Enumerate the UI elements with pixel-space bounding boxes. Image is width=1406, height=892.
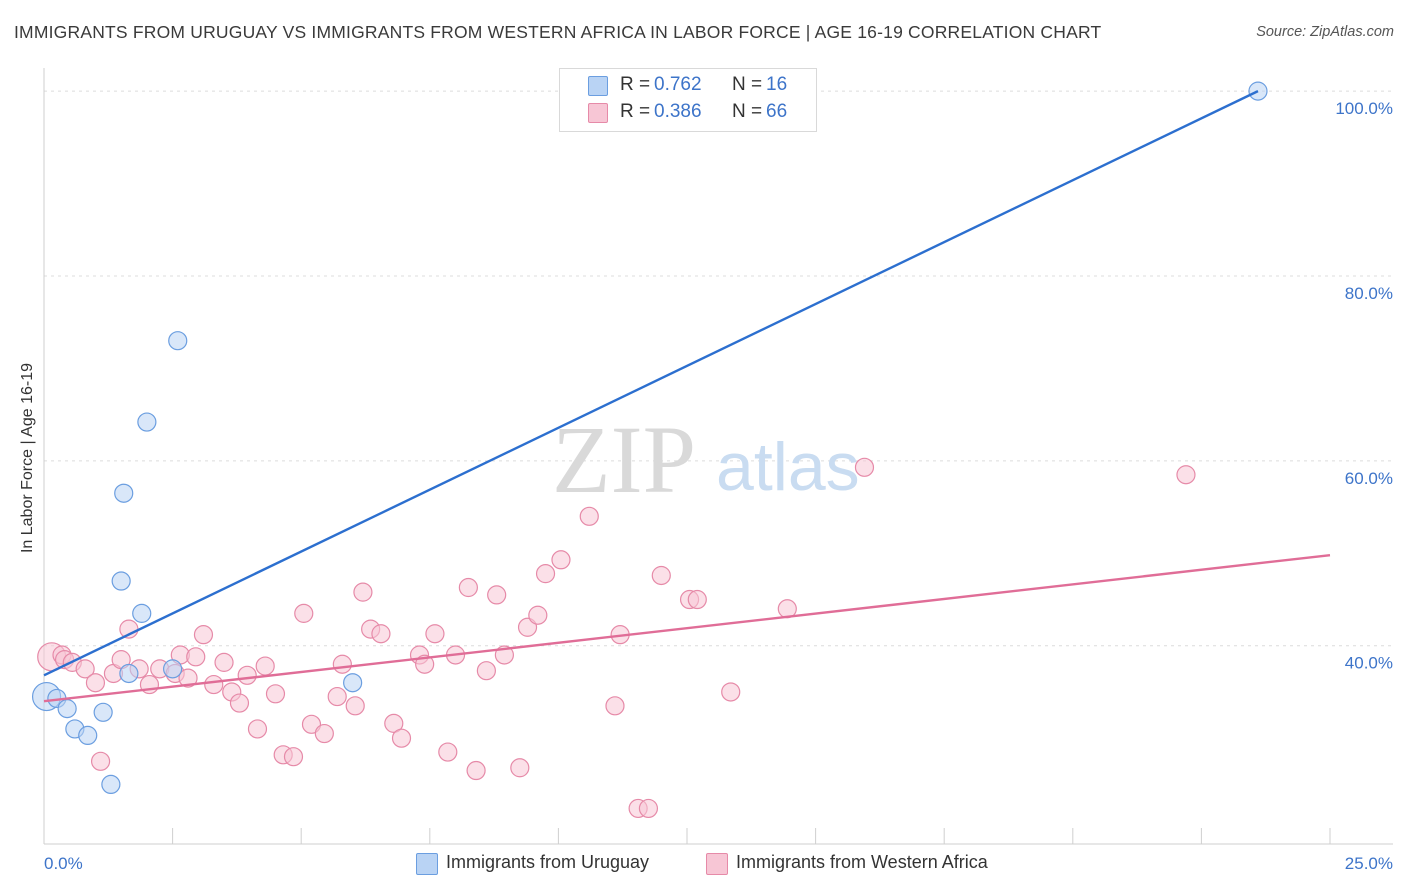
uruguay-point <box>101 774 121 795</box>
y-axis-label: In Labor Force | Age 16-19 <box>19 362 36 554</box>
uruguay-point <box>114 483 134 503</box>
western-africa-trend-line <box>43 553 1331 703</box>
series-label-uruguay: Immigrants from Uruguay <box>446 852 650 872</box>
western-africa-point <box>476 661 496 681</box>
trend-lines <box>43 90 1331 703</box>
western-africa-point <box>438 742 458 762</box>
western-africa-point <box>85 673 106 693</box>
western-africa-point <box>229 693 250 713</box>
series-swatch-western-africa <box>706 853 728 875</box>
western-africa-point <box>345 696 365 716</box>
uruguay-trend-line <box>43 90 1259 677</box>
y-tick-label: 80.0% <box>1345 284 1393 303</box>
legend-swatch-uruguay <box>588 76 608 96</box>
uruguay-point <box>119 663 139 684</box>
western-africa-point <box>415 654 435 674</box>
x-tick-label-max: 25.0% <box>1345 854 1393 873</box>
series-label-western-africa: Immigrants from Western Africa <box>736 852 988 872</box>
western-africa-point <box>178 668 198 688</box>
western-africa-point <box>391 728 412 748</box>
western-africa-point <box>638 798 659 819</box>
uruguay-point <box>57 699 77 719</box>
legend-r-label: R = <box>620 74 651 95</box>
western-africa-point <box>265 684 286 704</box>
western-africa-point <box>353 582 373 602</box>
western-africa-point <box>384 713 404 733</box>
y-tick-label: 100.0% <box>1335 99 1393 118</box>
western-africa-point <box>687 589 707 610</box>
uruguay-point <box>343 673 363 693</box>
western-africa-point <box>1176 465 1196 485</box>
western-africa-point <box>651 565 671 586</box>
western-africa-point <box>458 577 478 598</box>
western-africa-point <box>237 665 257 685</box>
western-africa-point <box>204 674 224 695</box>
western-africa-point <box>425 624 445 644</box>
watermark-zip: ZIP <box>552 406 696 513</box>
legend-swatch-western-africa <box>588 103 608 123</box>
y-tick-label: 60.0% <box>1345 469 1393 488</box>
uruguay-point <box>111 571 131 591</box>
legend-r-value-uruguay: 0.762 <box>654 74 702 95</box>
western-africa-point <box>90 751 111 771</box>
uruguay-points <box>31 81 1268 795</box>
uruguay-point <box>137 412 157 432</box>
western-africa-point <box>551 550 571 570</box>
western-africa-point <box>193 625 214 645</box>
uruguay-point <box>132 603 152 623</box>
chart-title: IMMIGRANTS FROM URUGUAY VS IMMIGRANTS FR… <box>14 22 1102 42</box>
western-africa-point <box>371 624 391 644</box>
western-africa-point <box>528 605 548 625</box>
western-africa-point <box>301 714 322 734</box>
western-africa-point <box>487 585 507 605</box>
western-africa-point <box>186 647 206 667</box>
watermark-atlas: atlas <box>716 429 860 505</box>
legend-n-value-western-africa: 66 <box>766 101 788 122</box>
western-africa-point <box>605 696 625 716</box>
uruguay-point <box>168 331 188 351</box>
correlation-legend: R = 0.762 N = 16 R = 0.386 N = 66 <box>559 68 817 132</box>
watermark: ZIP atlas <box>552 406 860 513</box>
western-africa-point <box>247 719 268 739</box>
western-africa-point <box>510 758 530 778</box>
western-africa-point <box>327 686 347 707</box>
western-africa-points <box>37 457 1196 819</box>
y-tick-label: 40.0% <box>1345 654 1393 673</box>
western-africa-point <box>283 747 304 767</box>
western-africa-point <box>721 682 741 702</box>
x-tick-label-min: 0.0% <box>44 854 83 873</box>
western-africa-point <box>314 723 334 744</box>
legend-n-value-uruguay: 16 <box>766 74 788 95</box>
legend-n-label: N = <box>732 101 763 122</box>
uruguay-point <box>93 702 113 722</box>
western-africa-point <box>75 659 95 679</box>
legend-r-value-western-africa: 0.386 <box>654 101 702 122</box>
legend-n-label: N = <box>732 74 763 95</box>
series-swatch-uruguay <box>416 853 438 875</box>
grid-layer <box>44 90 1393 647</box>
uruguay-point <box>163 659 183 679</box>
axis-layer <box>43 68 1393 845</box>
western-africa-point <box>214 652 234 672</box>
western-africa-point <box>255 656 275 676</box>
legend-r-label: R = <box>620 101 651 122</box>
western-africa-point <box>466 760 486 781</box>
y-tick-labels: 40.0% 60.0% 80.0% 100.0% <box>1335 99 1393 673</box>
western-africa-point <box>854 457 875 477</box>
uruguay-point <box>78 725 98 746</box>
western-africa-point <box>332 654 352 674</box>
source-label: Source: ZipAtlas.com <box>1256 24 1394 40</box>
western-africa-point <box>294 603 314 623</box>
western-africa-point <box>535 564 556 584</box>
western-africa-point <box>579 506 599 526</box>
